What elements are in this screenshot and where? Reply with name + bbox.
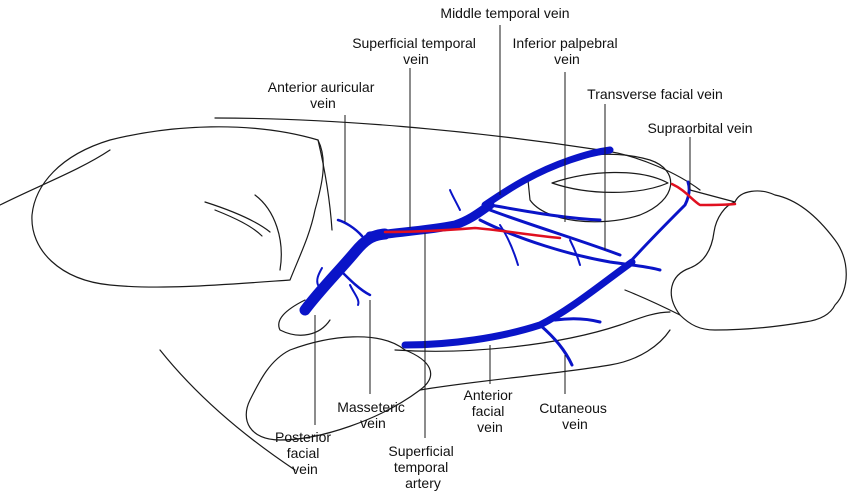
neck-underside-line [159,349,296,471]
angular-vein [628,180,691,264]
eye-inner [551,171,669,193]
small-branch-1 [316,267,323,286]
cutaneous-vein-branch-2 [553,317,602,324]
veins [299,146,691,367]
ear-ridge [204,201,271,233]
inferior-palpebral-branch-1 [488,203,602,222]
label-anterior-facial-vein: Anterior facial vein [464,387,517,435]
small-branch-3 [499,224,519,266]
label-cutaneous-vein: Cutaneous vein [539,400,611,432]
masseteric-vein-branch-2 [349,284,360,306]
anterior-auricular-vein [336,218,364,238]
small-branch-2 [449,189,461,211]
head-outline [0,117,847,471]
label-superficial-temporal-artery: Superficial temporal artery [388,443,457,491]
arteries [383,182,737,240]
cutaneous-vein-branch [538,323,574,367]
ear-outer [31,126,324,288]
back-of-neck-line [0,149,111,206]
transverse-facial-vein [478,218,662,272]
label-transverse-facial-vein: Transverse facial vein [587,86,723,102]
cheek-outline [419,329,671,391]
small-branch-4 [569,239,581,266]
jaw-lower-line [394,311,671,352]
forehead-line [689,189,736,203]
ear-inner-fold [254,194,282,271]
label-posterior-facial-vein: Posterior facial vein [275,429,335,477]
supraorbital-artery [670,182,737,207]
leader-lines [314,25,691,438]
inferior-palpebral-branch-2 [488,208,622,257]
snout-bottom [670,201,806,331]
upper-lip-line [624,289,681,316]
superficial-temporal-artery-line [383,226,562,240]
ear-base-line [317,139,333,231]
label-masseteric-vein: Masseteric vein [337,399,409,431]
label-middle-temporal-vein: Middle temporal vein [440,5,569,21]
anterior-facial-vein [401,258,636,349]
masseteric-vein-branch-1 [338,268,372,297]
label-superficial-temporal-vein: Superficial temporal vein [352,35,480,67]
posterior-facial-vein-trunk [299,228,391,316]
jaw-front-line [278,299,331,336]
labels: Middle temporal vein Superficial tempora… [268,5,753,491]
ear-ridge-2 [214,209,263,237]
snout-top [734,190,847,323]
label-anterior-auricular-vein: Anterior auricular vein [268,79,379,111]
skull-top-line [214,117,701,191]
middle-temporal-vein-branch [481,146,614,209]
label-inferior-palpebral-vein: Inferior palpebral vein [513,35,622,67]
lower-jaw-outline [245,336,432,441]
label-supraorbital-vein: Supraorbital vein [647,120,752,136]
